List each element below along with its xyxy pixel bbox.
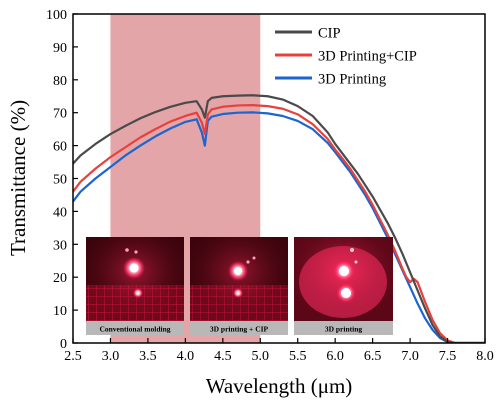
y-tick-label: 70 — [53, 107, 67, 122]
x-tick-label: 6.5 — [364, 349, 382, 364]
legend: CIP 3D Printing+CIP 3D Printing — [275, 26, 417, 88]
series-line-cip — [73, 94, 485, 343]
inset-caption: 3D printing + CIP — [210, 325, 269, 334]
x-tick-label: 7.0 — [401, 349, 419, 364]
y-tick-label: 50 — [53, 173, 67, 188]
x-tick-label: 7.5 — [439, 349, 457, 364]
ticks-layer: 2.5 3.0 3.5 4.0 4.5 5.0 5.5 6.0 6.5 7.0 7.5 8.0 0 10 2… — [46, 8, 494, 364]
x-tick-label: 4.5 — [214, 349, 232, 364]
series-layer — [73, 94, 485, 343]
x-tick-label: 5.5 — [289, 349, 307, 364]
y-tick-label: 20 — [53, 271, 67, 286]
x-tick-label: 5.0 — [252, 349, 270, 364]
inset-caption: Conventional molding — [99, 325, 170, 334]
y-tick-label: 90 — [53, 41, 67, 56]
y-axis-label: Transmittance (%) — [6, 100, 30, 256]
y-tick-label: 40 — [53, 205, 67, 220]
y-tick-label: 100 — [46, 8, 67, 23]
inset-caption: 3D printing — [325, 325, 363, 334]
y-tick-label: 60 — [53, 140, 67, 155]
x-tick-label: 6.0 — [326, 349, 344, 364]
y-tick-label: 80 — [53, 74, 67, 89]
x-tick-label: 2.5 — [64, 349, 82, 364]
y-tick-label: 30 — [53, 238, 67, 253]
legend-label-cip: CIP — [318, 26, 341, 42]
inset-image-3d-printing-cip: 3D printing + CIP — [190, 237, 288, 335]
x-axis-label: Wavelength (μm) — [206, 374, 353, 398]
x-tick-label: 3.0 — [102, 349, 120, 364]
series-line-3d-printing-cip — [73, 104, 485, 343]
x-tick-label: 3.5 — [139, 349, 157, 364]
y-tick-label: 0 — [60, 337, 67, 352]
x-tick-label: 4.0 — [177, 349, 195, 364]
legend-label-3d-printing-cip: 3D Printing+CIP — [318, 49, 417, 65]
x-tick-label: 8.0 — [476, 349, 494, 364]
y-tick-label: 10 — [53, 304, 67, 319]
inset-image-3d-printing: 3D printing — [294, 237, 393, 335]
series-line-3d-printing — [73, 111, 485, 343]
inset-image-conventional-molding: Conventional molding — [86, 237, 184, 335]
legend-label-3d-printing: 3D Printing — [318, 72, 386, 88]
